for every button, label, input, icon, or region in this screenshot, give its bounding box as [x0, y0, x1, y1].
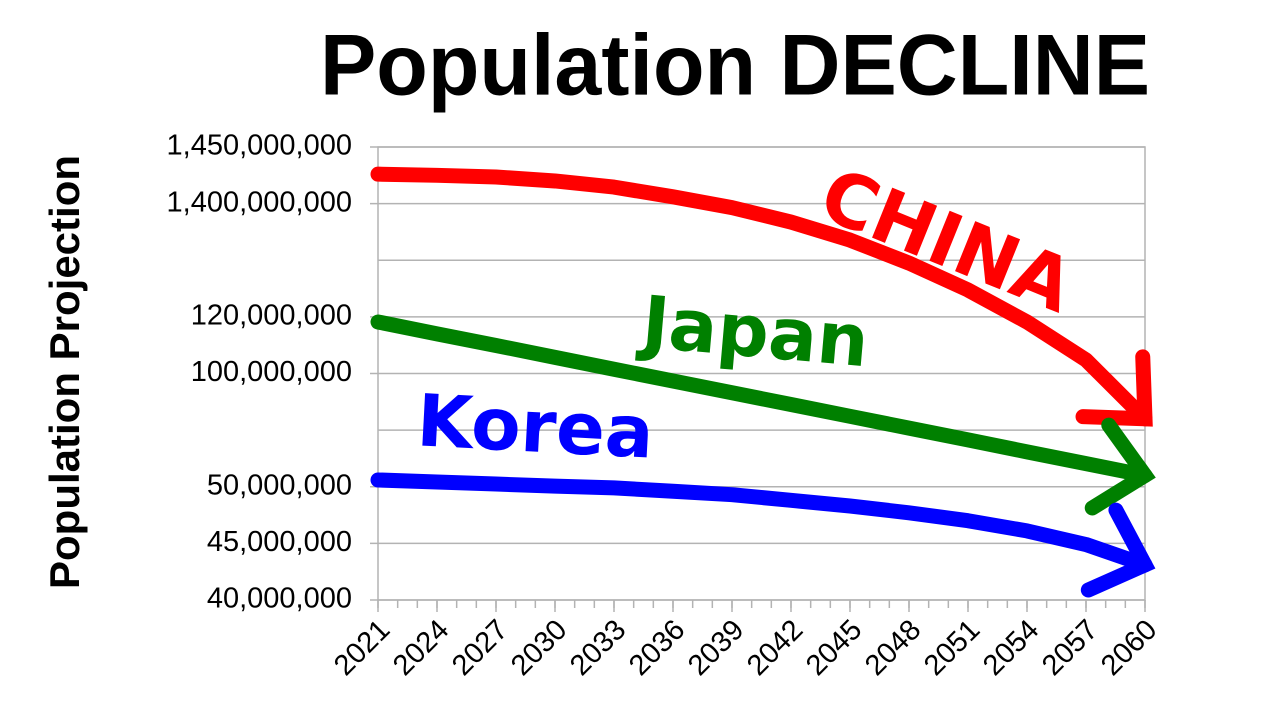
- series-line: [370, 166, 1153, 427]
- y-axis-label: Population Projection: [41, 155, 88, 589]
- series-label: Korea: [415, 378, 656, 474]
- arrow-head: [1075, 349, 1153, 427]
- x-tick-label: 2057: [1036, 614, 1104, 682]
- series-label: Japan: [634, 279, 872, 383]
- x-tick-label: 2033: [564, 614, 632, 682]
- y-tick-label: 1,400,000,000: [167, 186, 352, 218]
- x-tick-label: 2048: [859, 614, 927, 682]
- x-tick-label: 2039: [682, 614, 750, 682]
- y-tick-label: 1,450,000,000: [167, 130, 352, 162]
- x-tick-label: 2045: [800, 614, 868, 682]
- y-tick-label: 100,000,000: [191, 356, 352, 388]
- y-tick-label: 45,000,000: [207, 526, 352, 558]
- series-line: [370, 314, 1153, 483]
- y-tick-label: 40,000,000: [207, 583, 352, 615]
- series-line: [370, 472, 1153, 573]
- chart-title: Population DECLINE: [320, 18, 1150, 114]
- y-tick-label: 50,000,000: [207, 469, 352, 501]
- x-tick-label: 2030: [505, 614, 573, 682]
- arrow-head: [1080, 502, 1156, 598]
- x-tick-label: 2042: [741, 614, 809, 682]
- x-tick-label: 2021: [328, 614, 396, 682]
- x-tick-label: 2027: [446, 614, 514, 682]
- y-tick-label: 120,000,000: [191, 300, 352, 332]
- x-tick-label: 2051: [918, 614, 986, 682]
- x-tick-label: 2054: [977, 614, 1045, 682]
- x-tick-label: 2024: [387, 614, 455, 682]
- x-tick-label: 2060: [1095, 614, 1163, 682]
- x-tick-label: 2036: [623, 614, 691, 682]
- arrow-head: [1084, 417, 1156, 516]
